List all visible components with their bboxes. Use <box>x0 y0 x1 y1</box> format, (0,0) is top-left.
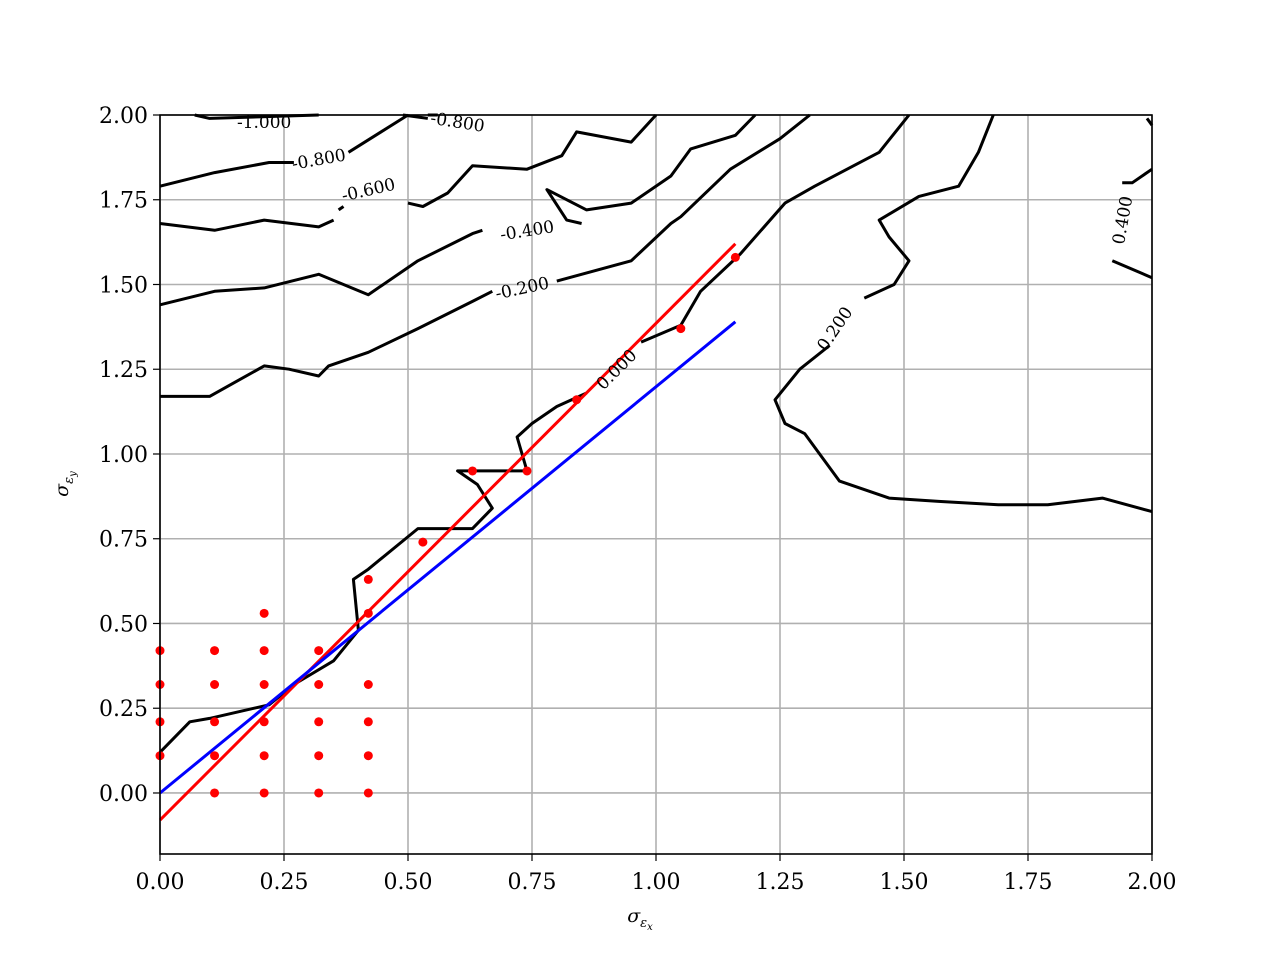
scatter-point <box>210 751 219 760</box>
y-axis-label-subsub: y <box>68 471 79 478</box>
scatter-point <box>676 324 685 333</box>
scatter-point <box>260 717 269 726</box>
y-tick-label: 0.00 <box>99 782 148 807</box>
scatter-point <box>364 680 373 689</box>
scatter-point <box>314 680 323 689</box>
x-tick-label: 0.00 <box>136 870 185 895</box>
y-tick-label: 1.25 <box>99 358 148 383</box>
x-tick-label: 0.25 <box>260 870 309 895</box>
scatter-point <box>523 466 532 475</box>
y-axis-label-symbol: σ <box>51 483 73 497</box>
x-tick-label: 1.75 <box>1004 870 1053 895</box>
y-axis-label-sub: ε <box>62 477 77 484</box>
scatter-point <box>260 609 269 618</box>
x-tick-label: 1.25 <box>756 870 805 895</box>
y-tick-label: 0.25 <box>99 697 148 722</box>
scatter-point <box>260 680 269 689</box>
x-tick-label: 0.50 <box>384 870 433 895</box>
scatter-point <box>731 253 740 262</box>
scatter-point <box>364 575 373 584</box>
x-axis-label-subsub: x <box>647 922 653 933</box>
scatter-point <box>468 466 477 475</box>
y-tick-label: 1.50 <box>99 273 148 298</box>
x-axis-label-symbol: σ <box>627 905 641 927</box>
scatter-point <box>210 717 219 726</box>
y-tick-label: 2.00 <box>99 104 148 129</box>
x-axis-label-sub: ε <box>640 916 647 931</box>
scatter-point <box>210 788 219 797</box>
y-tick-label: 1.75 <box>99 189 148 214</box>
x-tick-label: 1.00 <box>632 870 681 895</box>
x-tick-label: 2.00 <box>1128 870 1177 895</box>
scatter-point <box>314 751 323 760</box>
scatter-point <box>572 395 581 404</box>
scatter-point <box>210 646 219 655</box>
scatter-point <box>364 788 373 797</box>
scatter-point <box>260 751 269 760</box>
scatter-point <box>314 717 323 726</box>
scatter-point <box>314 646 323 655</box>
scatter-point <box>364 609 373 618</box>
scatter-point <box>314 788 323 797</box>
scatter-point <box>364 751 373 760</box>
y-tick-label: 0.50 <box>99 612 148 637</box>
scatter-point <box>260 646 269 655</box>
scatter-point <box>364 717 373 726</box>
scatter-point <box>418 538 427 547</box>
x-tick-label: 0.75 <box>508 870 557 895</box>
scatter-point <box>260 788 269 797</box>
x-tick-label: 1.50 <box>880 870 929 895</box>
y-tick-label: 0.75 <box>99 528 148 553</box>
y-tick-label: 1.00 <box>99 443 148 468</box>
scatter-point <box>210 680 219 689</box>
